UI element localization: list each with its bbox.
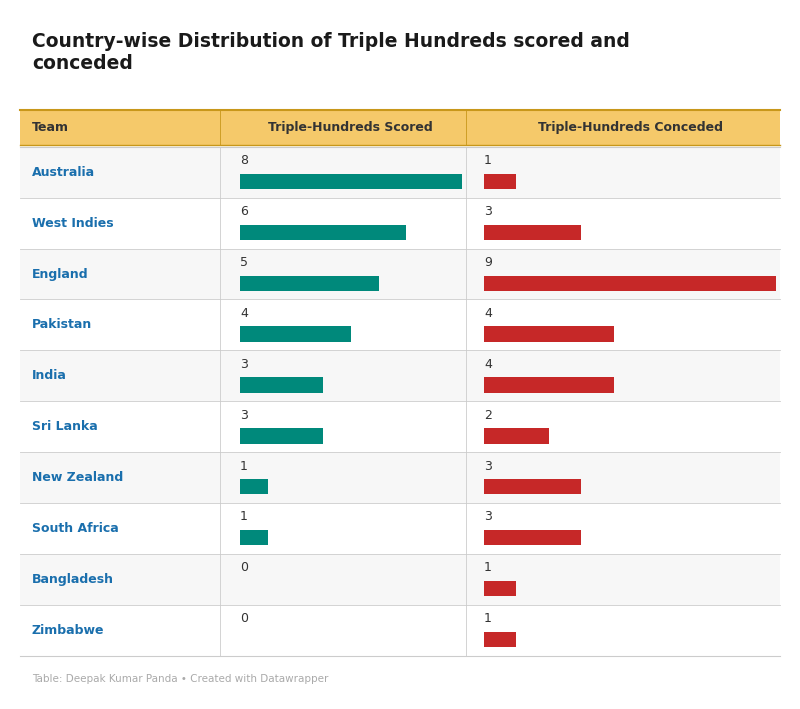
Text: 1: 1 — [484, 154, 492, 167]
Text: 1: 1 — [484, 613, 492, 625]
Text: 8: 8 — [240, 154, 248, 167]
Text: 3: 3 — [240, 358, 248, 371]
Bar — [240, 225, 406, 240]
Bar — [20, 147, 780, 198]
Text: Country-wise Distribution of Triple Hundreds scored and
conceded: Country-wise Distribution of Triple Hund… — [32, 32, 630, 73]
Bar — [240, 326, 350, 342]
Bar — [20, 198, 780, 249]
Bar — [240, 276, 378, 291]
Bar — [240, 174, 462, 189]
Text: 0: 0 — [240, 613, 248, 625]
Text: 4: 4 — [484, 307, 492, 320]
Text: Australia: Australia — [32, 166, 95, 179]
Bar — [484, 377, 614, 393]
Text: 1: 1 — [240, 510, 248, 523]
Bar — [20, 249, 780, 299]
Bar — [20, 299, 780, 350]
Text: 4: 4 — [240, 307, 248, 320]
Bar — [20, 350, 780, 401]
Bar — [484, 530, 582, 545]
Bar — [484, 479, 582, 494]
Text: 0: 0 — [240, 562, 248, 574]
Bar — [20, 605, 780, 656]
Text: 3: 3 — [484, 205, 492, 218]
Text: Zimbabwe: Zimbabwe — [32, 624, 105, 637]
Bar — [484, 581, 517, 596]
Text: 3: 3 — [484, 510, 492, 523]
Text: 1: 1 — [240, 459, 248, 473]
Bar — [20, 554, 780, 605]
Text: India: India — [32, 369, 67, 382]
Text: Team: Team — [32, 121, 69, 134]
Text: Triple-Hundreds Scored: Triple-Hundreds Scored — [269, 121, 433, 134]
Bar — [20, 452, 780, 503]
Bar — [484, 428, 549, 444]
Bar — [484, 276, 776, 291]
Bar — [20, 401, 780, 452]
Text: 6: 6 — [240, 205, 248, 218]
Text: Triple-Hundreds Conceded: Triple-Hundreds Conceded — [538, 121, 722, 134]
Text: 2: 2 — [484, 408, 492, 422]
Text: 3: 3 — [240, 408, 248, 422]
Bar — [484, 326, 614, 342]
Text: 4: 4 — [484, 358, 492, 371]
Bar — [484, 174, 517, 189]
Bar — [240, 479, 268, 494]
Bar — [240, 530, 268, 545]
Text: 5: 5 — [240, 256, 248, 269]
Bar — [484, 632, 517, 647]
Text: 1: 1 — [484, 562, 492, 574]
Text: West Indies: West Indies — [32, 217, 114, 230]
Text: Bangladesh: Bangladesh — [32, 573, 114, 586]
Bar — [240, 428, 323, 444]
Text: Pakistan: Pakistan — [32, 318, 92, 331]
Text: 3: 3 — [484, 459, 492, 473]
Bar — [484, 225, 582, 240]
Bar — [20, 110, 780, 145]
Text: 9: 9 — [484, 256, 492, 269]
Text: Sri Lanka: Sri Lanka — [32, 420, 98, 433]
Text: England: England — [32, 267, 89, 281]
Text: Table: Deepak Kumar Panda • Created with Datawrapper: Table: Deepak Kumar Panda • Created with… — [32, 674, 328, 684]
Text: South Africa: South Africa — [32, 522, 118, 535]
Bar — [240, 377, 323, 393]
Text: New Zealand: New Zealand — [32, 471, 123, 484]
Bar — [20, 503, 780, 554]
